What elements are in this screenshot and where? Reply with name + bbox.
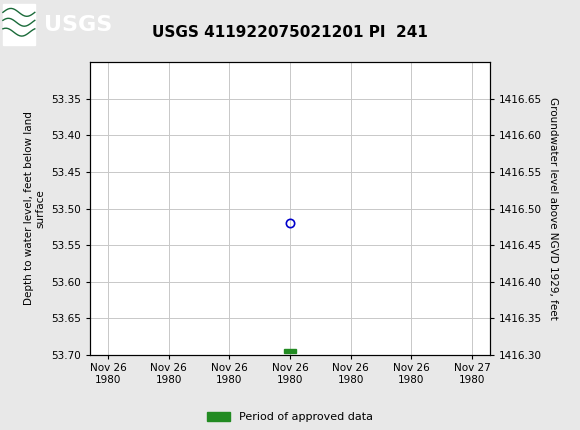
Text: USGS: USGS xyxy=(44,15,112,35)
Bar xyxy=(284,349,296,353)
Legend: Period of approved data: Period of approved data xyxy=(208,412,372,422)
Bar xyxy=(3,4,35,46)
Text: USGS 411922075021201 PI  241: USGS 411922075021201 PI 241 xyxy=(152,25,428,40)
Y-axis label: Groundwater level above NGVD 1929, feet: Groundwater level above NGVD 1929, feet xyxy=(548,97,558,320)
Y-axis label: Depth to water level, feet below land
surface: Depth to water level, feet below land su… xyxy=(24,112,45,305)
